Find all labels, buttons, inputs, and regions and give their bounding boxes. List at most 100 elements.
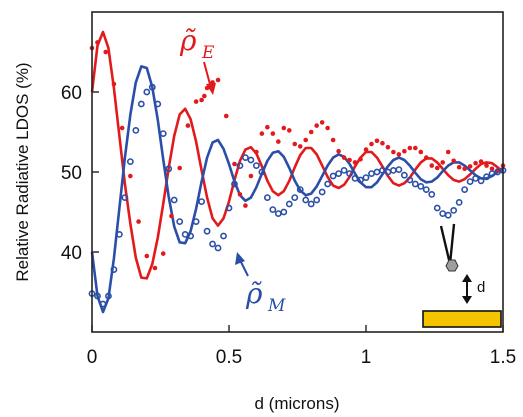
data-point xyxy=(160,251,166,256)
data-point xyxy=(254,149,259,155)
data-point xyxy=(422,186,430,193)
data-point xyxy=(154,100,162,108)
data-point xyxy=(192,218,200,225)
data-point xyxy=(444,211,452,219)
data-point xyxy=(111,81,117,87)
data-point xyxy=(198,198,205,205)
data-point xyxy=(99,300,107,308)
data-point xyxy=(169,213,174,219)
data-point xyxy=(488,170,496,177)
x-tick-label: 1 xyxy=(361,347,372,368)
y-axis: 40 50 60 xyxy=(61,83,99,264)
data-point xyxy=(185,123,191,128)
data-point xyxy=(170,196,178,204)
inset-schematic: d xyxy=(422,223,502,328)
data-point xyxy=(418,149,424,155)
rho-e-annotation: ρ̃ E xyxy=(179,24,216,95)
y-axis-label: Relative Radiative LDOS (%) xyxy=(13,62,32,281)
data-point xyxy=(270,131,276,136)
data-point xyxy=(259,131,265,136)
data-point xyxy=(346,170,353,177)
data-point xyxy=(187,232,195,240)
data-point xyxy=(335,170,342,177)
data-point xyxy=(297,144,303,149)
data-point xyxy=(274,210,282,217)
data-point xyxy=(340,166,348,174)
data-point xyxy=(152,265,158,271)
data-point xyxy=(407,145,413,151)
series-line-1 xyxy=(90,65,504,314)
data-point xyxy=(303,137,309,143)
data-point xyxy=(165,165,173,173)
data-point xyxy=(357,176,364,184)
distance-arrowhead-up xyxy=(462,274,472,282)
data-point xyxy=(291,194,299,201)
rho-e-arrowhead xyxy=(206,83,216,95)
data-point xyxy=(285,200,293,208)
data-point xyxy=(318,188,326,196)
y-tick-label: 40 xyxy=(61,243,82,264)
data-point xyxy=(143,88,151,96)
data-point xyxy=(116,230,123,238)
data-point xyxy=(351,174,359,182)
data-point xyxy=(214,244,222,252)
data-point xyxy=(223,113,229,119)
series-line-0 xyxy=(90,30,504,280)
data-point xyxy=(286,128,292,133)
data-point xyxy=(329,172,337,180)
data-point xyxy=(391,149,396,155)
data-point xyxy=(121,194,129,201)
x-tick-label: 1.5 xyxy=(490,347,516,368)
rho-e-symbol: ρ̃ xyxy=(179,24,197,57)
plot-area xyxy=(88,30,507,314)
data-point xyxy=(302,196,310,204)
data-point xyxy=(237,192,243,197)
data-point xyxy=(243,203,248,208)
data-point xyxy=(462,166,467,172)
data-point xyxy=(176,218,184,225)
data-point xyxy=(324,180,332,188)
data-point xyxy=(215,77,221,83)
data-point xyxy=(263,194,271,201)
data-point xyxy=(433,204,441,212)
data-point xyxy=(95,40,100,45)
data-point xyxy=(455,198,463,206)
x-axis-label: d (microns) xyxy=(254,394,339,413)
data-point xyxy=(281,125,287,131)
data-point xyxy=(466,178,474,185)
data-point xyxy=(248,173,254,179)
data-point xyxy=(193,99,199,104)
data-point xyxy=(314,123,319,128)
data-point xyxy=(380,140,385,146)
data-point xyxy=(307,200,315,208)
data-point xyxy=(428,190,436,198)
data-point xyxy=(429,163,435,168)
data-point xyxy=(400,171,408,179)
data-point xyxy=(402,148,407,154)
x-tick-label: 0 xyxy=(87,347,98,368)
data-point xyxy=(308,129,314,135)
data-point xyxy=(473,160,478,166)
data-point xyxy=(439,210,447,217)
data-point xyxy=(450,206,458,214)
data-point xyxy=(220,232,227,240)
data-point xyxy=(209,240,216,248)
data-point xyxy=(105,292,112,300)
tip-right-edge xyxy=(448,223,456,265)
y-tick-label: 60 xyxy=(61,83,82,104)
data-point xyxy=(319,120,325,125)
data-point xyxy=(258,168,266,176)
data-point xyxy=(451,158,456,164)
data-point xyxy=(341,155,347,160)
emitter-hexagon xyxy=(445,259,459,272)
data-point xyxy=(362,174,370,181)
substrate-bar xyxy=(422,310,502,328)
data-point xyxy=(477,177,485,185)
data-point xyxy=(434,165,440,171)
x-axis: 0 0.5 1 1.5 xyxy=(87,325,516,368)
data-point xyxy=(374,138,380,144)
data-point xyxy=(181,230,189,238)
data-point xyxy=(199,97,204,103)
data-point xyxy=(132,126,140,134)
